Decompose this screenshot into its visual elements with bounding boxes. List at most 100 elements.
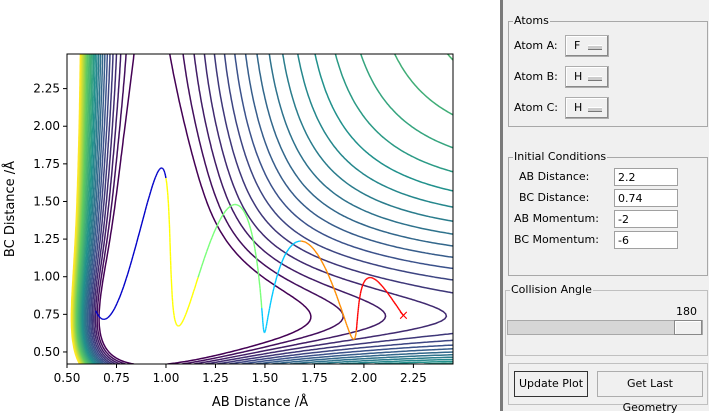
trajectory-segment xyxy=(380,284,381,285)
x-tick-label: 1.50 xyxy=(252,371,279,385)
trajectory-segment xyxy=(188,304,189,307)
ab-momentum-field[interactable] xyxy=(614,210,678,228)
get-last-geometry-button[interactable]: Get Last Geometry xyxy=(597,371,703,397)
x-tick-label: 1.25 xyxy=(202,371,229,385)
trajectory-segment xyxy=(186,313,187,315)
trajectory-segment xyxy=(159,170,160,171)
trajectory-segment xyxy=(177,325,178,326)
trajectory-segment xyxy=(242,209,243,210)
atom-a-label: Atom A: xyxy=(514,39,558,53)
trajectory-segment xyxy=(307,243,308,244)
trajectory-segment xyxy=(377,281,378,282)
trajectory-segment xyxy=(248,221,249,224)
trajectory-segment xyxy=(272,295,273,298)
trajectory-segment xyxy=(269,308,270,311)
x-tick-label: 2.00 xyxy=(351,371,378,385)
trajectory-segment xyxy=(160,168,161,169)
atoms-group-title: Atoms xyxy=(513,14,550,28)
trajectory-segment xyxy=(182,322,183,323)
atom-a-value: F xyxy=(574,39,580,52)
trajectory-segment xyxy=(231,205,232,206)
trajectory-segment xyxy=(243,210,244,212)
trajectory-segment xyxy=(101,318,102,319)
trajectory-segment xyxy=(244,212,245,214)
trajectory-segment xyxy=(277,275,278,278)
bc-distance-field[interactable] xyxy=(614,189,678,207)
trajectory-segment xyxy=(344,317,345,319)
trajectory-segment xyxy=(343,315,344,317)
trajectory-segment xyxy=(154,178,155,180)
initial-conditions-group: Initial Conditions AB Distance: BC Dista… xyxy=(508,157,708,276)
ab-momentum-label: AB Momentum: xyxy=(514,212,599,226)
trajectory-segment xyxy=(255,252,256,256)
trajectory-segment xyxy=(229,206,230,207)
trajectory-segment xyxy=(268,313,269,315)
trajectory-segment xyxy=(381,285,382,286)
trajectory-segment xyxy=(276,278,277,281)
trajectory-segment xyxy=(336,293,337,296)
trajectory-segment xyxy=(257,263,258,267)
y-axis-ticks: 0.500.751.001.251.501.752.002.25 xyxy=(33,82,67,359)
trajectory-segment xyxy=(108,316,109,317)
atom-a-menu[interactable]: F xyxy=(565,35,609,57)
trajectory-segment xyxy=(240,207,241,208)
y-tick-label: 1.25 xyxy=(33,232,60,246)
collision-angle-slider[interactable] xyxy=(507,320,703,335)
trajectory-segment xyxy=(279,267,280,270)
trajectory-segment xyxy=(287,250,288,252)
trajectory-segment xyxy=(346,322,347,324)
trajectory-segment xyxy=(227,208,228,209)
update-plot-button[interactable]: Update Plot xyxy=(514,371,588,397)
trajectory-segment xyxy=(158,171,159,172)
trajectory-segment xyxy=(239,206,240,207)
trajectory-segment xyxy=(251,229,252,232)
trajectory-segment xyxy=(163,169,164,170)
trajectory-segment xyxy=(232,205,233,206)
trajectory-segment xyxy=(305,242,306,243)
trajectory-segment xyxy=(184,317,185,319)
trajectory-segment xyxy=(157,172,158,174)
trajectory-segment xyxy=(288,248,289,250)
control-panel: Atoms Atom A: F Atom B: H Atom C: H Init… xyxy=(503,0,709,411)
bc-momentum-label: BC Momentum: xyxy=(514,233,599,247)
trajectory-segment xyxy=(187,307,188,310)
ab-distance-field[interactable] xyxy=(614,168,678,186)
trajectory-segment xyxy=(348,329,349,331)
atom-c-label: Atom C: xyxy=(514,101,558,115)
trajectory-segment xyxy=(250,226,251,229)
trajectory-segment xyxy=(245,214,246,216)
bc-momentum-field[interactable] xyxy=(614,231,678,249)
trajectory-segment xyxy=(257,259,258,263)
atom-b-value: H xyxy=(574,70,582,83)
trajectory-segment xyxy=(164,170,165,171)
trajectory-segment xyxy=(165,172,166,174)
x-tick-label: 1.00 xyxy=(153,371,180,385)
initial-conditions-title: Initial Conditions xyxy=(513,150,607,164)
trajectory-segment xyxy=(190,298,191,301)
trajectory-segment xyxy=(310,245,311,246)
trajectory-segment xyxy=(228,207,229,208)
trajectory-segment xyxy=(256,256,257,260)
slider-thumb[interactable] xyxy=(674,320,702,335)
atom-c-menu[interactable]: H xyxy=(565,97,609,119)
trajectory-segment xyxy=(241,208,242,209)
trajectory-segment xyxy=(181,323,182,324)
trajectory-segment xyxy=(255,248,256,252)
trajectory-segment xyxy=(350,332,351,333)
trajectory-segment xyxy=(364,282,365,283)
menu-indicator-icon xyxy=(588,76,602,81)
trajectory-segment xyxy=(313,248,314,250)
trajectory-segment xyxy=(364,281,365,282)
trajectory-segment xyxy=(278,272,279,275)
trajectory-segment xyxy=(365,280,366,281)
trajectory-segment xyxy=(254,245,255,249)
trajectory-segment xyxy=(271,300,272,303)
x-axis-label: AB Distance /Å xyxy=(212,394,308,410)
trajectory-segment xyxy=(295,242,296,243)
trajectory-segment xyxy=(384,289,385,291)
atom-b-menu[interactable]: H xyxy=(565,66,609,88)
y-tick-label: 1.50 xyxy=(33,194,60,208)
menu-indicator-icon xyxy=(588,107,602,112)
y-tick-label: 2.25 xyxy=(33,82,60,96)
